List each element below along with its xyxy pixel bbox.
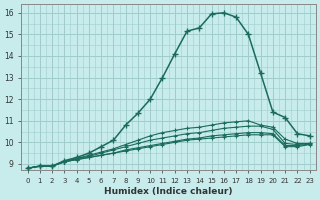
- X-axis label: Humidex (Indice chaleur): Humidex (Indice chaleur): [104, 187, 233, 196]
